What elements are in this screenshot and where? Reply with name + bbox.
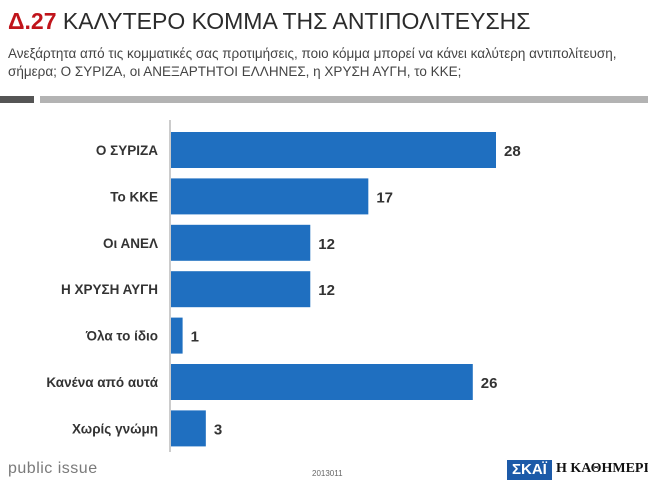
bar — [171, 410, 206, 447]
category-label: Το ΚΚΕ — [110, 189, 158, 204]
question-text: Ανεξάρτητα από τις κομματικές σας προτιμ… — [8, 46, 617, 79]
bar-chart: Ο ΣΥΡΙΖΑ 28 Το ΚΚΕ 17 Οι ΑΝΕΛ 12 Η ΧΡΥΣΗ ΑΥΓΗ 1… — [46, 120, 521, 452]
bar — [171, 317, 183, 354]
brand-label: public issue — [8, 460, 98, 477]
bar — [171, 224, 311, 261]
data-label: 28 — [504, 143, 521, 160]
bar — [171, 271, 311, 308]
category-label: Οι ΑΝΕΛ — [103, 236, 158, 251]
divider-dark — [0, 96, 34, 103]
data-label: 12 — [318, 236, 335, 253]
kathimerini-logo: Η ΚΑΘΗΜΕΡΙΝΗ — [556, 461, 648, 476]
survey-code: 2013011 — [312, 469, 343, 478]
data-label: 3 — [214, 421, 222, 438]
category-label: Ο ΣΥΡΙΖΑ — [96, 143, 158, 158]
category-label: Η ΧΡΥΣΗ ΑΥΓΗ — [61, 282, 158, 297]
category-label: Χωρίς γνώμη — [72, 421, 158, 436]
category-label: Κανένα από αυτά — [46, 375, 158, 390]
data-label: 26 — [481, 375, 498, 392]
data-label: 1 — [191, 329, 199, 346]
question-code: Δ.27 — [8, 8, 57, 34]
chart-title: Δ.27 ΚΑΛΥΤΕΡΟ ΚΟΜΜΑ ΤΗΣ ΑΝΤΙΠΟΛΙΤΕΥΣΗΣ — [8, 8, 531, 35]
category-label: Όλα το ίδιο — [85, 329, 158, 344]
data-label: 17 — [376, 189, 393, 206]
bar — [171, 178, 369, 215]
skai-logo: ΣΚΑΪ — [507, 460, 552, 480]
data-label: 12 — [318, 282, 335, 299]
divider-light — [40, 96, 648, 103]
title-text: ΚΑΛΥΤΕΡΟ ΚΟΜΜΑ ΤΗΣ ΑΝΤΙΠΟΛΙΤΕΥΣΗΣ — [62, 8, 531, 34]
bar — [171, 132, 496, 168]
bar — [171, 364, 473, 400]
